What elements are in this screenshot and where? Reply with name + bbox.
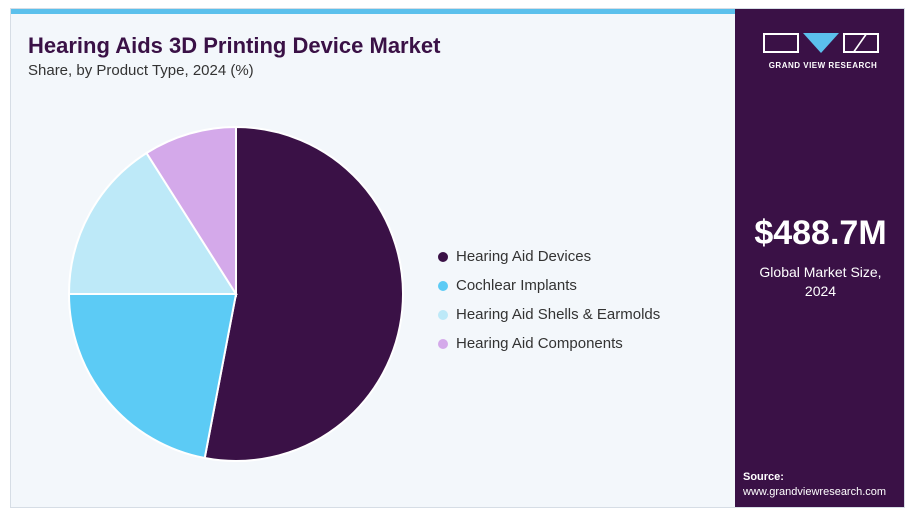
source-url[interactable]: www.grandviewresearch.com [743, 486, 887, 498]
legend-swatch [438, 280, 448, 291]
market-size-label-line1: Global Market Size, [759, 264, 882, 280]
pie-slice-hearing-aid-components [145, 125, 237, 298]
legend-swatch [438, 309, 448, 320]
legend-label: Hearing Aid Components [456, 335, 623, 352]
chart-card: Hearing Aids 3D Printing Device Market S… [10, 8, 905, 508]
logo-mark [763, 33, 883, 53]
info-sidebar: GRAND VIEW RESEARCH $488.7M Global Marke… [735, 9, 904, 507]
market-size-value: $488.7M [754, 214, 887, 252]
logo-v-icon [803, 33, 839, 53]
logo-g-icon [763, 33, 799, 53]
pie-slice-hearing-aid-shells-earmolds [67, 151, 238, 295]
market-size-label: Global Market Size, 2024 [735, 263, 904, 301]
pie-slice-hearing-aid-devices [203, 125, 404, 462]
source-note: Source: www.grandviewresearch.com [743, 470, 886, 500]
legend-swatch [438, 338, 448, 349]
legend-label: Cochlear Implants [456, 277, 577, 294]
grand-view-research-logo: GRAND VIEW RESEARCH [763, 33, 883, 79]
legend-item: Hearing Aid Devices [438, 242, 660, 271]
accent-bar [11, 9, 735, 14]
chart-title: Hearing Aids 3D Printing Device Market [28, 33, 441, 58]
legend-label: Hearing Aid Shells & Earmolds [456, 306, 661, 323]
legend-item: Hearing Aid Shells & Earmolds [438, 300, 660, 329]
chart-legend: Hearing Aid Devices Cochlear Implants Hear… [438, 242, 660, 358]
legend-item: Hearing Aid Components [438, 329, 660, 358]
chart-subtitle: Share, by Product Type, 2024 (%) [28, 62, 254, 79]
pie-chart [67, 125, 404, 462]
legend-swatch [438, 251, 448, 262]
source-label: Source: [743, 471, 784, 483]
legend-label: Hearing Aid Devices [456, 248, 592, 265]
logo-r-icon [843, 33, 879, 53]
market-size-label-line2: 2024 [804, 283, 837, 299]
logo-text: GRAND VIEW RESEARCH [768, 61, 878, 70]
legend-item: Cochlear Implants [438, 271, 660, 300]
pie-slice-cochlear-implants [67, 293, 238, 460]
